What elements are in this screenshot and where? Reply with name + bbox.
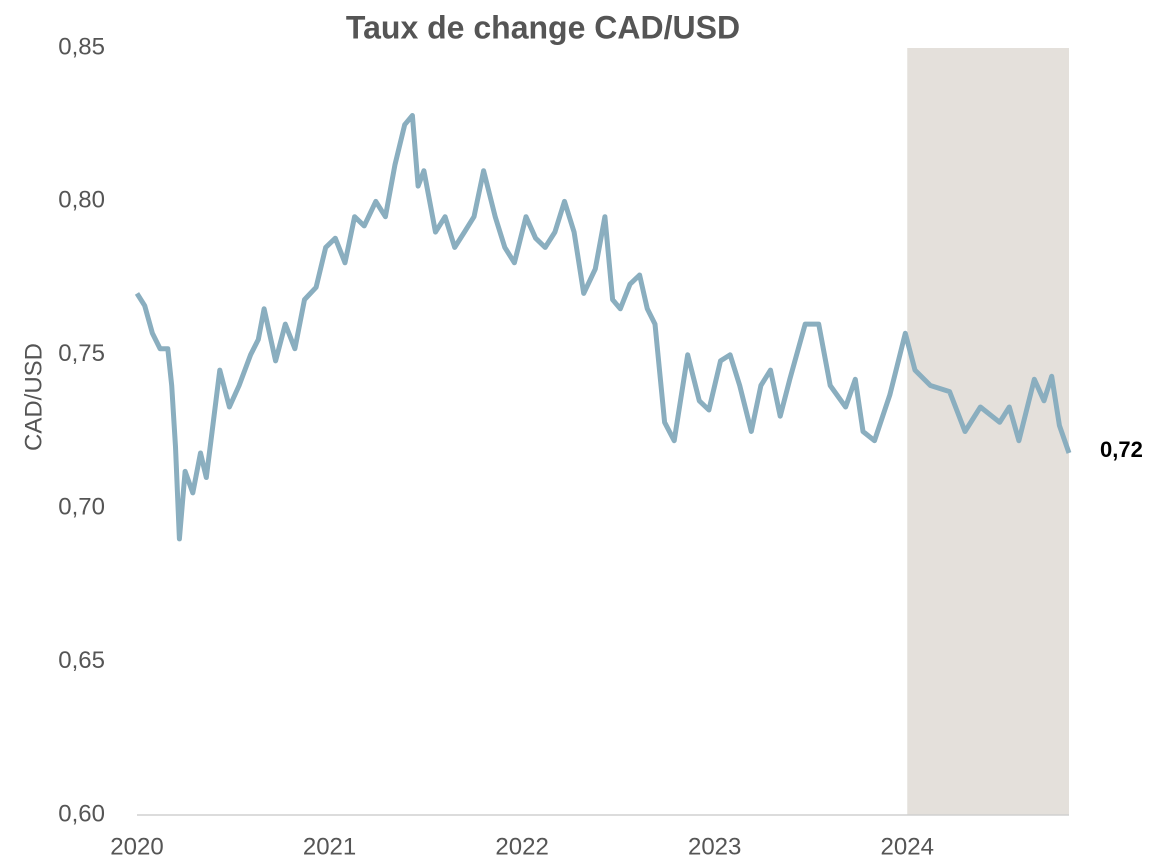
chart-title: Taux de change CAD/USD (346, 9, 740, 45)
x-tick-label: 2024 (881, 833, 934, 860)
y-tick-label: 0,70 (58, 494, 105, 521)
y-tick-label: 0,75 (58, 340, 105, 367)
x-tick-label: 2022 (495, 833, 548, 860)
x-tick-label: 2021 (303, 833, 356, 860)
y-tick-label: 0,60 (58, 800, 105, 827)
shaded-region (907, 48, 1069, 815)
y-tick-label: 0,65 (58, 647, 105, 674)
end-label: 0,72 (1100, 437, 1143, 462)
y-axis-label: CAD/USD (20, 343, 47, 451)
y-tick-label: 0,85 (58, 33, 105, 60)
x-tick-label: 2020 (110, 833, 163, 860)
y-tick-label: 0,80 (58, 187, 105, 214)
x-tick-label: 2023 (688, 833, 741, 860)
line-series (134, 113, 1072, 542)
